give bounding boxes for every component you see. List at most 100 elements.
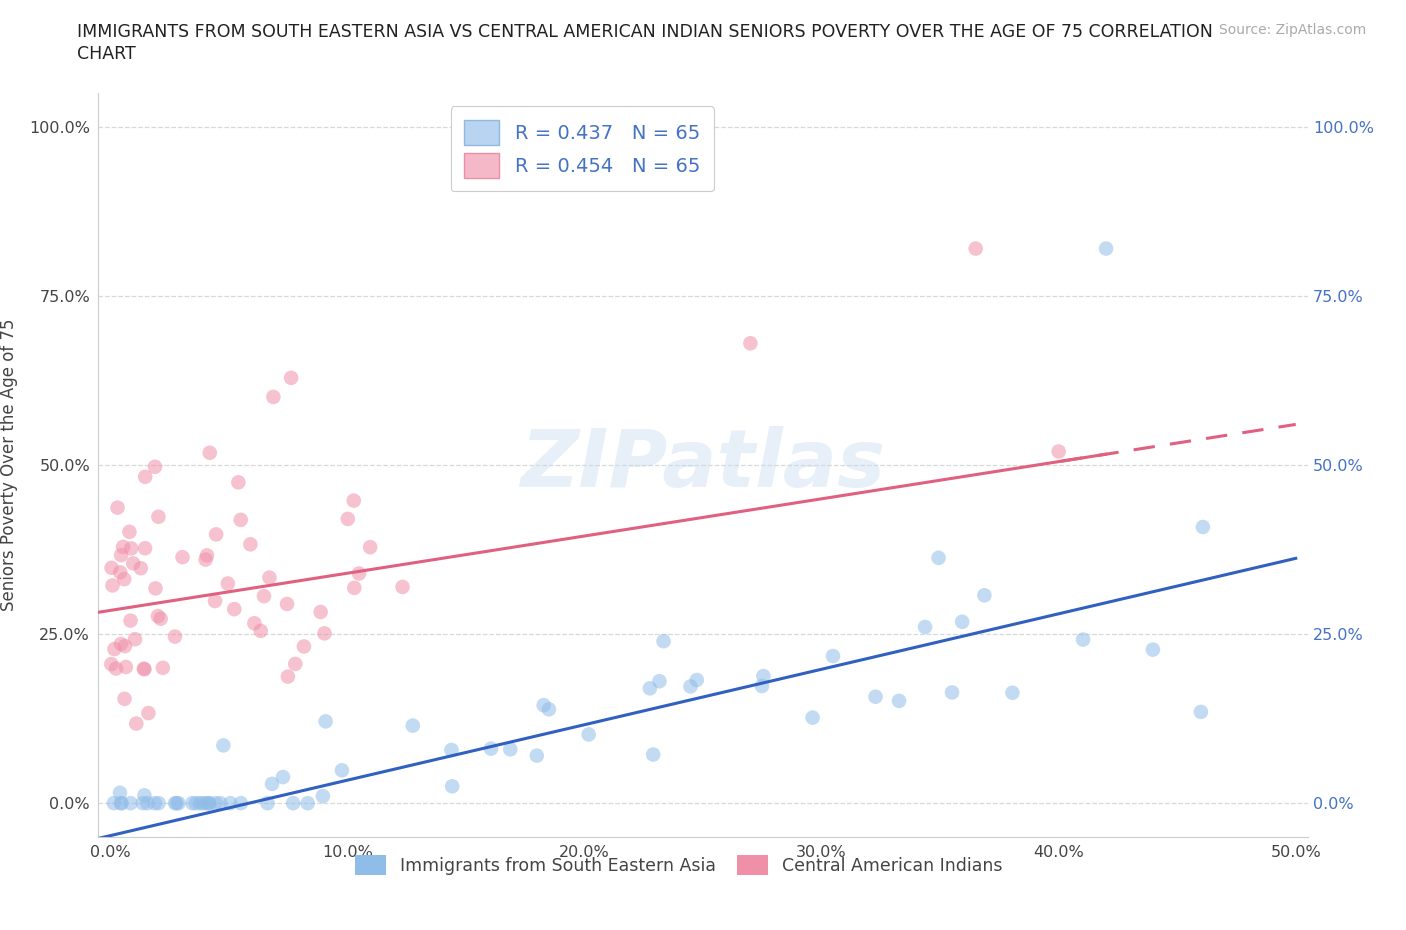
- Point: [219, 796, 242, 811]
- Point: [110, 796, 132, 811]
- Point: [134, 788, 156, 803]
- Point: [195, 548, 218, 563]
- Point: [194, 552, 217, 567]
- Point: [526, 748, 548, 763]
- Point: [198, 796, 221, 811]
- Point: [205, 527, 228, 542]
- Point: [110, 548, 132, 563]
- Point: [146, 608, 169, 623]
- Point: [343, 493, 366, 508]
- Point: [249, 623, 271, 638]
- Point: [1047, 444, 1070, 458]
- Point: [120, 541, 142, 556]
- Point: [100, 561, 122, 576]
- Point: [578, 727, 600, 742]
- Point: [110, 636, 132, 651]
- Point: [950, 615, 973, 630]
- Point: [277, 670, 299, 684]
- Point: [149, 611, 172, 626]
- Point: [145, 581, 167, 596]
- Point: [181, 796, 204, 811]
- Legend: Immigrants from South Eastern Asia, Central American Indians: Immigrants from South Eastern Asia, Cent…: [346, 846, 1011, 884]
- Point: [239, 537, 262, 551]
- Point: [965, 241, 987, 256]
- Point: [359, 539, 381, 554]
- Point: [204, 796, 226, 811]
- Point: [163, 629, 186, 644]
- Point: [198, 796, 221, 811]
- Point: [648, 674, 671, 689]
- Point: [259, 570, 281, 585]
- Point: [1189, 704, 1212, 719]
- Point: [152, 660, 174, 675]
- Point: [533, 698, 555, 712]
- Point: [260, 777, 283, 791]
- Point: [1095, 241, 1118, 256]
- Point: [112, 539, 135, 554]
- Text: CHART: CHART: [77, 45, 136, 62]
- Point: [686, 672, 709, 687]
- Point: [402, 718, 425, 733]
- Point: [253, 589, 276, 604]
- Point: [217, 576, 239, 591]
- Point: [134, 540, 156, 555]
- Y-axis label: Seniors Poverty Over the Age of 75: Seniors Poverty Over the Age of 75: [0, 319, 18, 611]
- Point: [143, 796, 166, 811]
- Point: [314, 626, 336, 641]
- Point: [110, 796, 132, 811]
- Point: [1071, 632, 1094, 647]
- Point: [114, 639, 136, 654]
- Point: [209, 796, 232, 811]
- Point: [224, 602, 246, 617]
- Point: [281, 796, 304, 811]
- Point: [243, 616, 266, 631]
- Point: [262, 390, 284, 405]
- Point: [440, 742, 463, 757]
- Point: [292, 639, 315, 654]
- Point: [166, 796, 188, 811]
- Text: ZIPatlas: ZIPatlas: [520, 426, 886, 504]
- Point: [103, 796, 125, 811]
- Point: [134, 662, 156, 677]
- Point: [276, 596, 298, 611]
- Point: [638, 681, 661, 696]
- Point: [229, 796, 252, 811]
- Point: [108, 785, 131, 800]
- Point: [479, 741, 502, 756]
- Point: [1192, 520, 1215, 535]
- Point: [124, 631, 146, 646]
- Point: [115, 659, 138, 674]
- Point: [315, 714, 337, 729]
- Text: Source: ZipAtlas.com: Source: ZipAtlas.com: [1219, 23, 1367, 37]
- Point: [188, 796, 211, 811]
- Point: [129, 561, 152, 576]
- Point: [172, 550, 194, 565]
- Point: [103, 642, 125, 657]
- Point: [120, 796, 142, 811]
- Point: [114, 691, 136, 706]
- Point: [499, 742, 522, 757]
- Point: [136, 796, 159, 811]
- Point: [821, 648, 844, 663]
- Point: [143, 459, 166, 474]
- Point: [537, 702, 560, 717]
- Point: [191, 796, 214, 811]
- Point: [120, 613, 142, 628]
- Point: [108, 565, 131, 579]
- Point: [134, 470, 156, 485]
- Point: [105, 661, 128, 676]
- Point: [441, 778, 464, 793]
- Point: [228, 475, 250, 490]
- Point: [100, 657, 122, 671]
- Point: [132, 796, 155, 811]
- Point: [280, 370, 302, 385]
- Point: [391, 579, 413, 594]
- Point: [297, 796, 319, 811]
- Point: [118, 525, 141, 539]
- Point: [941, 685, 963, 700]
- Point: [271, 770, 294, 785]
- Point: [148, 510, 170, 525]
- Point: [204, 593, 226, 608]
- Point: [284, 657, 307, 671]
- Point: [740, 336, 762, 351]
